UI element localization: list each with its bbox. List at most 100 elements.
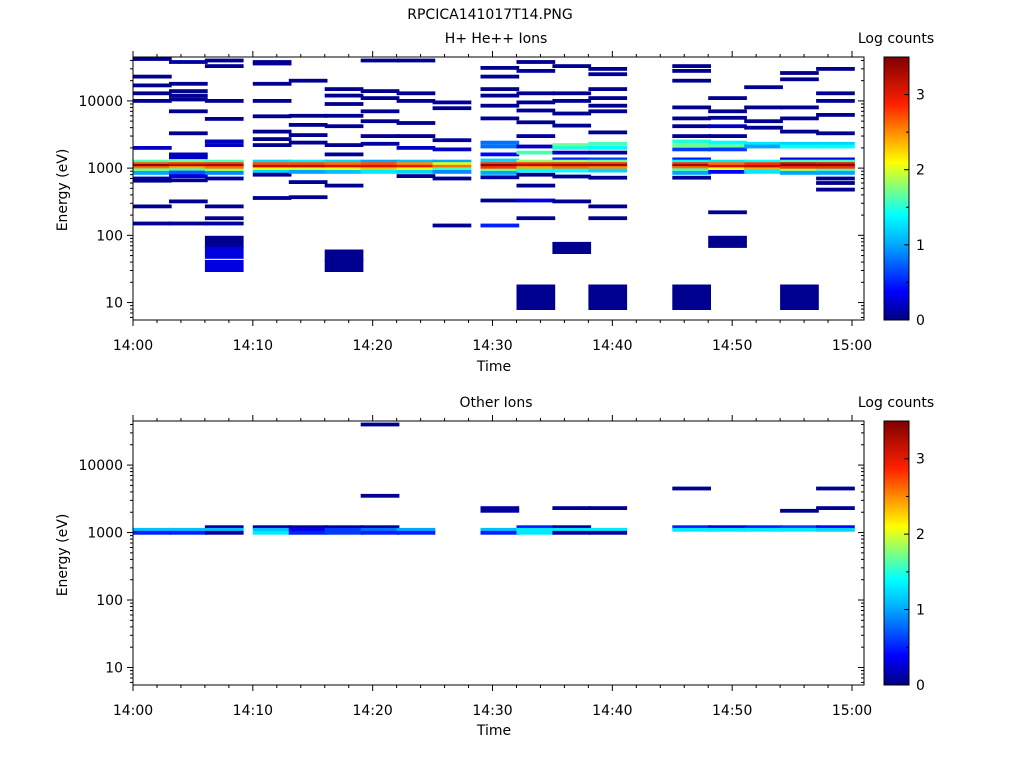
heatmap-cell	[204, 235, 244, 248]
heatmap-cell	[480, 87, 520, 91]
heatmap-cell	[672, 105, 711, 110]
heatmap-cell	[816, 486, 855, 491]
heatmap-cell	[169, 170, 208, 175]
heatmap-cell	[516, 284, 556, 310]
heatmap-cell	[588, 67, 628, 71]
heatmap-cell	[672, 171, 711, 175]
heatmap-cell	[288, 527, 328, 532]
heatmap-cell	[708, 167, 747, 172]
heatmap-cell	[744, 525, 783, 530]
heatmap-cell	[516, 69, 556, 73]
heatmap-cell	[552, 91, 592, 96]
heatmap-cell	[708, 525, 747, 530]
heatmap-cell	[516, 100, 556, 105]
x-tick-label: 14:50	[712, 703, 752, 719]
heatmap-cell	[816, 157, 855, 162]
heatmap-cell	[252, 143, 292, 147]
heatmap-cell	[204, 221, 244, 226]
heatmap-cell	[780, 129, 819, 134]
heatmap-cell	[552, 64, 592, 68]
heatmap-cell	[780, 525, 819, 530]
heatmap-cell	[324, 527, 364, 532]
heatmap-cell	[133, 74, 172, 79]
heatmap-cell	[133, 176, 172, 181]
heatmap-cell	[672, 116, 711, 121]
heatmap-cell	[816, 141, 855, 146]
colorbar-tick-label: 0	[916, 678, 925, 694]
colorbar-tick-label: 1	[916, 238, 925, 254]
heatmap-cell	[360, 170, 400, 174]
heatmap-cell	[744, 159, 783, 164]
heatmap-cell	[588, 530, 628, 535]
heatmap-cell	[516, 159, 556, 164]
heatmap-cell	[204, 64, 244, 68]
heatmap-cell	[588, 216, 628, 221]
heatmap-cell	[169, 174, 208, 178]
heatmap-cell	[432, 100, 472, 105]
heatmap-cell	[288, 170, 328, 174]
heatmap-cell	[516, 530, 556, 535]
x-tick-label: 14:30	[472, 703, 512, 719]
x-axis-label: Time	[476, 359, 511, 375]
heatmap-cell	[780, 71, 819, 75]
heatmap-cell	[552, 168, 592, 173]
panel-title: Other Ions	[459, 395, 532, 411]
heatmap-cell	[780, 284, 819, 310]
heatmap-cell	[672, 284, 711, 310]
heatmap-cell	[252, 170, 292, 174]
heatmap-cell	[744, 105, 783, 110]
colorbar-tick-label: 3	[916, 452, 925, 468]
heatmap-cell	[169, 527, 208, 532]
colorbar-tick-label: 0	[916, 313, 925, 329]
heatmap-cell	[360, 164, 400, 169]
heatmap-cell	[708, 159, 747, 164]
heatmap-cell	[133, 221, 172, 226]
heatmap-cell	[708, 115, 747, 120]
heatmap-cell	[324, 259, 364, 272]
heatmap-cell	[480, 66, 520, 70]
heatmap-cell	[169, 93, 208, 98]
heatmap-cell	[516, 150, 556, 155]
heatmap-cell	[396, 146, 436, 150]
y-tick-label: 100	[96, 228, 123, 244]
heatmap-cell	[552, 241, 592, 254]
heatmap-cell	[708, 144, 747, 149]
heatmap-cell	[204, 176, 244, 181]
heatmap-cell	[252, 81, 292, 86]
heatmap-cell	[780, 144, 819, 149]
heatmap-cell	[169, 60, 208, 64]
heatmap-cell	[480, 171, 520, 175]
heatmap-cell	[816, 144, 855, 149]
heatmap-cell	[816, 506, 855, 510]
heatmap-cell	[133, 83, 172, 88]
heatmap-cell	[552, 150, 592, 155]
heatmap-cell	[552, 111, 592, 116]
colorbar-tick-label: 3	[916, 88, 925, 104]
axes: 14:00 14:10 14:20 14:30 14:40 14:50 15:00 10 100…	[78, 415, 872, 719]
heatmap-cell	[288, 167, 328, 172]
heatmap-cell	[588, 109, 628, 114]
heatmap-cell	[816, 166, 855, 170]
heatmap-cells	[133, 422, 855, 535]
heatmap-cell	[672, 166, 711, 170]
heatmap-cell	[780, 164, 819, 168]
heatmap-cell	[672, 157, 711, 162]
x-tick-label: 14:50	[712, 338, 752, 354]
heatmap-cell	[432, 176, 472, 181]
heatmap-cell	[204, 58, 244, 63]
heatmap-cell	[552, 166, 592, 170]
heatmap-cell	[744, 527, 783, 532]
heatmap-cell	[204, 246, 244, 259]
heatmap-cell	[744, 141, 783, 146]
heatmap-cell	[288, 530, 328, 535]
heatmap-cell	[396, 167, 436, 172]
bottom-panel-other-ions: Other Ions Time Energy (eV) Log counts 1…	[55, 395, 934, 739]
heatmap-cell	[816, 99, 855, 103]
heatmap-cell	[133, 204, 172, 209]
x-tick-label: 14:40	[592, 338, 632, 354]
heatmap-cell	[480, 158, 520, 163]
colorbar-label: Log counts	[858, 395, 934, 411]
heatmap-cell	[588, 284, 628, 310]
heatmap-cell	[588, 130, 628, 135]
heatmap-cell	[588, 168, 628, 173]
